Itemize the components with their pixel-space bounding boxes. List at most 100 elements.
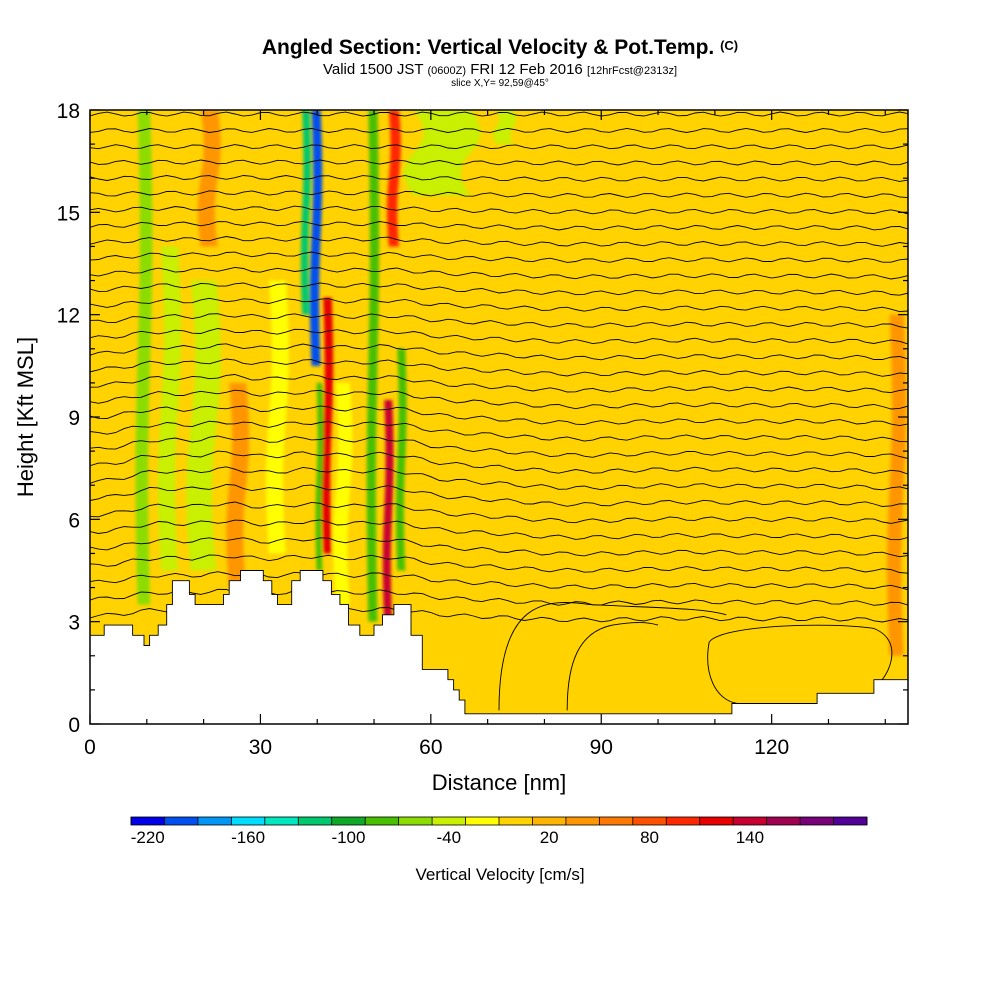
theta-contour	[90, 389, 908, 410]
theta-contour	[90, 501, 908, 524]
colorbar-swatch	[733, 817, 768, 825]
velocity-band	[309, 110, 323, 366]
y-tick-label: 3	[68, 612, 80, 635]
forecast-label: [12hrFcst@2313z]	[586, 65, 677, 77]
velocity-band	[226, 382, 250, 588]
velocity-band	[333, 382, 353, 605]
y-tick-label: 18	[57, 100, 80, 123]
chart-title-text: Angled Section: Vertical Velocity & Pot.…	[261, 36, 715, 59]
valid-date: FRI 12 Feb 2016	[470, 61, 583, 78]
colorbar-swatch	[699, 817, 734, 825]
theta-contour	[90, 205, 908, 215]
theta-contour	[90, 297, 908, 313]
theta-contour	[90, 374, 908, 394]
theta-contour	[90, 328, 908, 345]
y-tick-label: 0	[68, 714, 80, 737]
colorbar-tick-label: -100	[331, 828, 365, 847]
colorbar-swatch	[766, 817, 801, 825]
theta-contour	[90, 144, 908, 150]
colorbar-swatch	[197, 817, 232, 825]
velocity-band	[197, 110, 221, 247]
y-axis-label: Height [Kft MSL]	[13, 337, 38, 497]
theta-contour	[90, 220, 908, 231]
theta-contour	[90, 313, 908, 329]
theta-contour	[90, 343, 908, 361]
colorbar-swatch	[231, 817, 266, 825]
theta-contour	[90, 358, 908, 377]
theta-contour	[90, 450, 908, 475]
theta-contour	[90, 236, 908, 247]
theta-contour	[90, 484, 908, 507]
theta-contour	[90, 537, 908, 558]
colorbar-swatch	[599, 817, 634, 825]
terrain-mask	[90, 570, 908, 724]
theta-contour	[90, 588, 908, 606]
colorbar-swatch	[432, 817, 467, 825]
velocity-band	[300, 110, 311, 315]
colorbar-swatch	[565, 817, 600, 825]
y-tick-label: 6	[68, 509, 80, 532]
theta-contour	[90, 554, 908, 574]
colorbar-swatch	[365, 817, 400, 825]
velocity-band	[395, 348, 407, 571]
colorbar-tick-label: -220	[131, 828, 165, 847]
y-tick-label: 9	[68, 407, 80, 430]
colorbar-tick-label: 20	[540, 828, 559, 847]
theta-contour	[90, 190, 908, 199]
colorbar-swatch	[632, 817, 667, 825]
velocity-band	[887, 314, 907, 656]
theta-contour	[90, 127, 908, 133]
y-tick-label: 15	[57, 202, 80, 225]
chart-title: Angled Section: Vertical Velocity & Pot.…	[0, 36, 1000, 60]
theta-contour	[90, 571, 908, 591]
velocity-band	[135, 110, 153, 605]
theta-contour	[90, 420, 908, 443]
theta-contour	[90, 435, 908, 459]
velocity-band	[366, 110, 380, 622]
colorbar-swatch	[833, 817, 868, 825]
velocity-band	[321, 297, 334, 554]
velocity-band	[707, 635, 746, 707]
velocity-band	[315, 382, 324, 571]
valid-z: (0600Z)	[427, 65, 467, 77]
colorbar-swatch	[800, 817, 835, 825]
theta-contour	[90, 266, 908, 280]
velocity-band	[493, 110, 517, 145]
theta-contour	[90, 96, 908, 100]
theta-contour	[566, 622, 659, 711]
colorbar-label: Vertical Velocity [cm/s]	[415, 865, 584, 884]
x-tick-label: 120	[754, 736, 789, 759]
y-tick-label: 12	[57, 305, 80, 328]
colorbar-tick-label: -160	[231, 828, 265, 847]
theta-contour	[498, 602, 727, 711]
theta-contour	[707, 624, 893, 704]
theta-contour	[90, 251, 908, 263]
theta-contour	[90, 159, 908, 166]
x-tick-label: 0	[84, 736, 96, 759]
valid-prefix: Valid 1500 JST	[322, 61, 424, 78]
colorbar-swatch	[532, 817, 567, 825]
velocity-band	[597, 587, 628, 690]
velocity-band	[403, 110, 481, 196]
slice-label: slice X,Y= 92,59@45°	[451, 78, 549, 89]
colorbar-swatch	[298, 817, 333, 825]
x-tick-label: 90	[590, 736, 613, 759]
colorbar-tick-label: -40	[437, 828, 462, 847]
colorbar-swatch	[331, 817, 366, 825]
colorbar-tick-label: 80	[640, 828, 659, 847]
colorbar-swatch	[264, 817, 299, 825]
x-tick-label: 60	[419, 736, 442, 759]
colorbar-swatch	[499, 817, 533, 825]
chart-title-tag: (C)	[720, 38, 739, 53]
velocity-band	[644, 604, 683, 707]
chart-subtitle: Valid 1500 JST (0600Z) FRI 12 Feb 2016 […	[0, 61, 1000, 78]
x-axis-label: Distance [nm]	[432, 770, 567, 795]
colorbar-swatch	[398, 817, 433, 825]
theta-contour	[90, 405, 908, 427]
theta-contour	[90, 519, 908, 541]
velocity-band	[186, 280, 221, 571]
colorbar-swatch	[465, 817, 500, 825]
colorbar-swatch	[164, 817, 199, 825]
colorbar-swatch	[666, 817, 701, 825]
